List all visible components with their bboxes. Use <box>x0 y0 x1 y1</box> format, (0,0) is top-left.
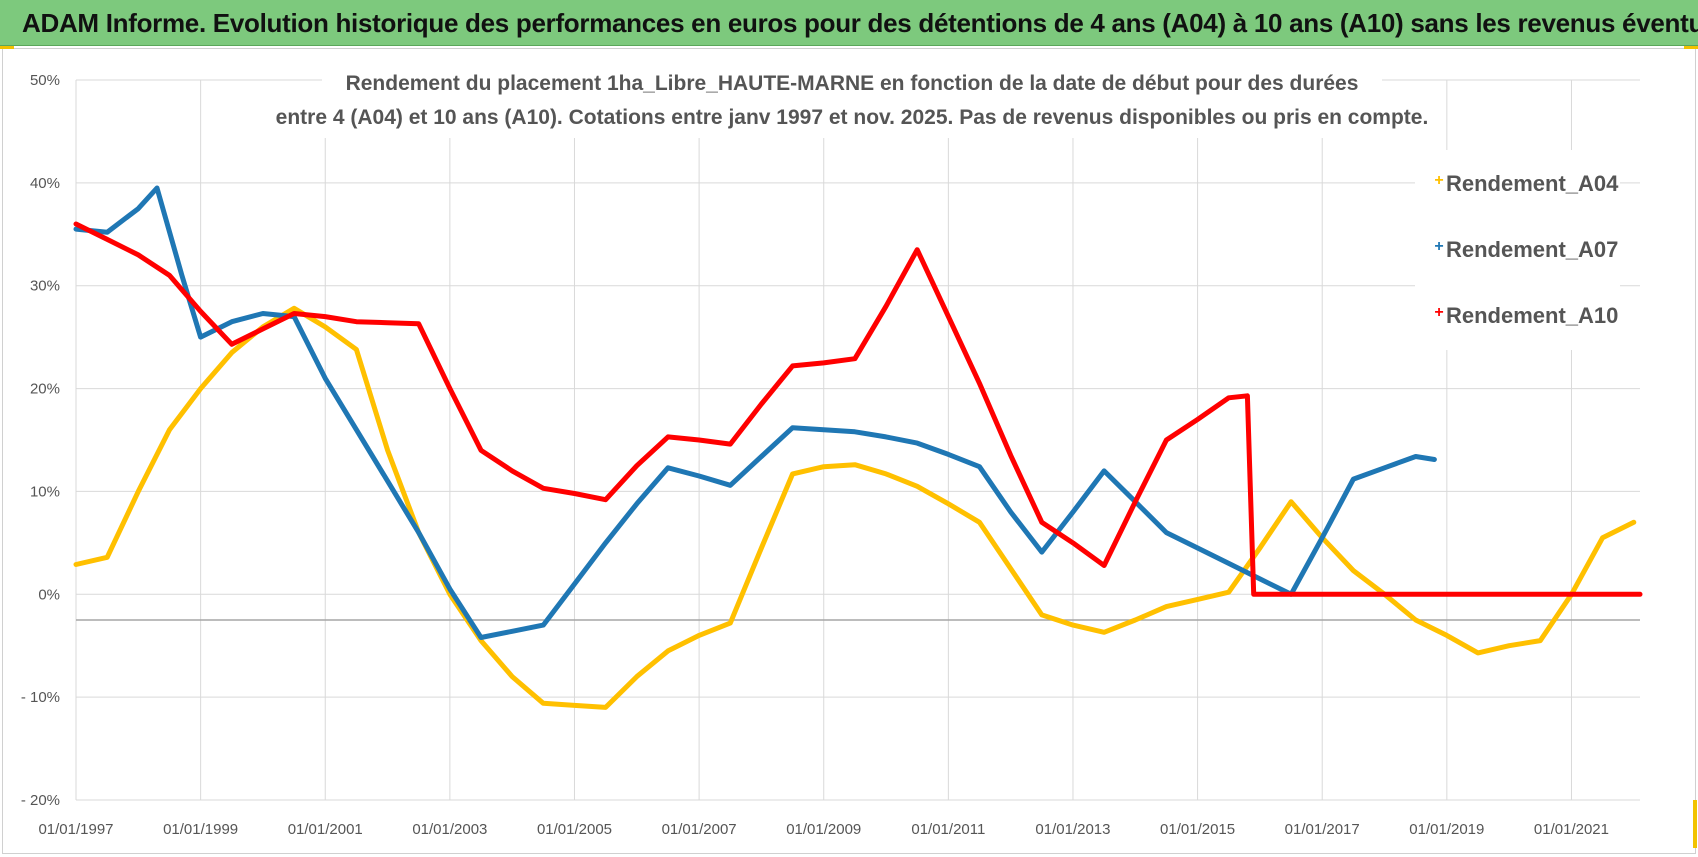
y-tick-label: 20% <box>30 381 60 398</box>
chart-title-line-2: entre 4 (A04) et 10 ans (A10). Cotations… <box>276 106 1429 129</box>
y-tick-label: 10% <box>30 483 60 500</box>
y-tick-label: 30% <box>30 278 60 295</box>
legend-background <box>1415 150 1620 350</box>
series-line-rendement_a10 <box>73 221 1643 597</box>
x-tick-label: 01/01/1999 <box>163 821 238 838</box>
x-tick-label: 01/01/2019 <box>1409 821 1484 838</box>
x-tick-label: 01/01/2015 <box>1160 821 1235 838</box>
x-tick-label: 01/01/2011 <box>911 821 985 838</box>
x-tick-label: 01/01/2003 <box>412 821 487 838</box>
legend-label: Rendement_A07 <box>1446 237 1618 262</box>
legend-marker: + <box>1434 238 1443 255</box>
axis-labels: 50% 40% 30% 20% 10% 0% - 10% - 20% 01/01/1997 01/… <box>21 72 1609 838</box>
legend-label: Rendement_A10 <box>1446 303 1618 328</box>
legend-label: Rendement_A04 <box>1446 171 1619 196</box>
series-line-rendement_a07 <box>73 185 1437 640</box>
legend-marker: + <box>1434 172 1443 189</box>
y-tick-label: 50% <box>30 72 60 89</box>
y-tick-label: 0% <box>38 586 60 603</box>
x-tick-label: 01/01/2009 <box>786 821 861 838</box>
banner: ADAM Informe. Evolution historique des p… <box>0 0 1698 46</box>
y-tick-label: - 20% <box>21 792 60 809</box>
y-tick-label: 40% <box>30 175 60 192</box>
x-tick-label: 01/01/2017 <box>1285 821 1360 838</box>
chart-title-background <box>322 64 1382 138</box>
corner-marker-top-right <box>1684 46 1698 49</box>
legend-marker: + <box>1434 304 1443 321</box>
legend: + Rendement_A04+ Rendement_A07+ Rendement_A… <box>1434 171 1619 328</box>
series-lines <box>73 185 1643 710</box>
banner-title: ADAM Informe. Evolution historique des p… <box>22 8 1698 38</box>
corner-marker-top-left <box>0 46 14 49</box>
series-line-rendement_a04 <box>73 305 1637 710</box>
x-tick-label: 01/01/2001 <box>288 821 363 838</box>
chart-frame <box>2 48 1696 854</box>
x-tick-label: 01/01/2005 <box>537 821 612 838</box>
x-tick-label: 01/01/2007 <box>662 821 737 838</box>
x-tick-label: 01/01/2021 <box>1534 821 1609 838</box>
x-tick-label: 01/01/1997 <box>38 821 113 838</box>
x-tick-label: 01/01/2013 <box>1035 821 1110 838</box>
y-tick-label: - 10% <box>21 689 60 706</box>
corner-marker-bottom-right <box>1693 800 1697 848</box>
grid-lines <box>75 79 1640 801</box>
chart-title-line-1: Rendement du placement 1ha_Libre_HAUTE-M… <box>346 72 1359 95</box>
